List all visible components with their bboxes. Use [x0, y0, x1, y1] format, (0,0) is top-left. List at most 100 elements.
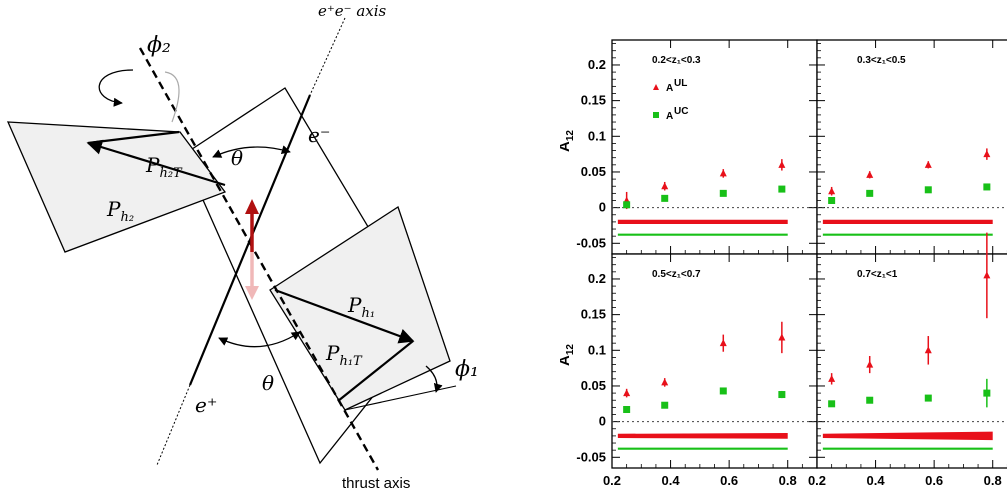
kinematics-diagram: e⁺e⁻ axis thrust axis e⁻ e⁺ ϕ₂ ϕ₁ θ θ Ph…	[6, 2, 479, 492]
data-point-uc	[866, 396, 874, 404]
e-plus-label: e⁺	[195, 393, 217, 417]
y-tick-label: 0	[599, 200, 606, 215]
panel-title: 0.5<z₁<0.7	[652, 269, 701, 280]
systematic-band-uc	[617, 447, 788, 450]
systematic-band-uc	[617, 233, 788, 236]
phi1-label: ϕ₁	[455, 357, 479, 382]
theta-arc-top	[212, 145, 291, 158]
y-tick-label: 0.15	[581, 307, 606, 322]
y-tick-label: 0.1	[588, 128, 606, 143]
legend-marker-uc	[653, 112, 659, 118]
data-point-uc	[623, 201, 631, 209]
panel-title: 0.2<z₁<0.3	[652, 55, 701, 66]
y-tick-label: 0.05	[581, 164, 606, 179]
phi2-arc-tail	[164, 71, 180, 123]
phi2-label: ϕ₂	[147, 33, 171, 58]
legend-label-ul: A	[666, 83, 673, 94]
systematic-band-uc	[822, 233, 993, 236]
data-point-ul	[661, 182, 669, 190]
panel-title: 0.3<z₁<0.5	[857, 55, 906, 66]
theta-bottom-label: θ	[262, 371, 274, 395]
data-point-ul	[924, 346, 932, 354]
data-point-uc	[661, 401, 669, 409]
legend-label-uc: A	[666, 111, 673, 122]
data-point-uc	[623, 406, 631, 414]
data-point-uc	[828, 400, 836, 408]
data-point-ul	[828, 187, 836, 195]
phi1-reference-line	[344, 385, 457, 411]
y-tick-label: 0.2	[588, 271, 606, 286]
x-axis-title: z2	[715, 491, 729, 495]
y-tick-label: -0.05	[576, 449, 606, 464]
data-point-uc	[778, 391, 786, 399]
beam-axis-lower-dotted	[156, 384, 191, 466]
data-point-uc	[983, 389, 991, 397]
legend-sup-uc: UC	[674, 106, 688, 117]
legend-marker-ul	[653, 84, 659, 90]
x-tick-label: 0.4	[662, 473, 681, 488]
x-axis-title: z2	[920, 491, 934, 495]
data-point-uc	[778, 185, 786, 193]
data-point-ul	[983, 150, 991, 158]
P_h2T-vector	[87, 130, 180, 145]
y-axis-title: A12	[560, 130, 576, 152]
spin-arrow-down-head	[245, 286, 259, 300]
data-point-ul	[719, 339, 727, 347]
x-tick-label: 0.6	[720, 473, 738, 488]
data-point-ul	[866, 360, 874, 368]
x-tick-label: 0.2	[603, 473, 621, 488]
data-point-uc	[983, 183, 991, 191]
P_h1T-label: Ph₁T	[325, 341, 363, 369]
P_h1-vector	[274, 288, 415, 344]
data-point-uc	[866, 189, 874, 197]
systematic-band-ul	[617, 219, 788, 225]
x-tick-label: 0.2	[808, 473, 826, 488]
legend-sup-ul: UL	[674, 78, 687, 89]
data-point-ul	[983, 271, 991, 279]
y-tick-label: 0	[599, 414, 606, 429]
systematic-band-ul	[822, 431, 993, 441]
data-point-ul	[623, 389, 631, 397]
x-tick-label: 0.4	[867, 473, 886, 488]
data-point-ul	[661, 378, 669, 386]
data-point-uc	[719, 387, 727, 395]
data-point-ul	[866, 170, 874, 178]
data-point-ul	[778, 333, 786, 341]
e-minus-label: e⁻	[308, 123, 330, 147]
P_h1T-vector	[337, 340, 414, 402]
y-tick-label: 0.15	[581, 93, 606, 108]
data-point-ul	[778, 160, 786, 168]
systematic-band-uc	[822, 447, 993, 450]
x-tick-label: 0.8	[779, 473, 797, 488]
x-tick-label: 0.8	[984, 473, 1002, 488]
panel-frame	[816, 39, 1007, 255]
data-point-ul	[924, 160, 932, 168]
P_h2T-label: Ph₂T	[145, 153, 183, 181]
data-point-ul	[828, 374, 836, 382]
theta-arc-bottom	[218, 331, 301, 348]
P_h2-vector	[86, 139, 226, 187]
asymmetry-chart: 0.2<z₁<0.3AULAUC-0.0500.050.10.150.2A120…	[560, 39, 1007, 495]
data-point-ul	[719, 169, 727, 177]
phi2-arc	[98, 69, 134, 107]
y-axis-title: A12	[560, 344, 576, 366]
P_h2-label: Ph₂	[106, 197, 134, 225]
y-tick-label: 0.05	[581, 378, 606, 393]
data-point-uc	[924, 186, 932, 194]
beam-axis-label: e⁺e⁻ axis	[318, 2, 387, 20]
data-point-uc	[924, 394, 932, 402]
y-tick-label: 0.1	[588, 342, 606, 357]
x-tick-label: 0.6	[925, 473, 943, 488]
beam-axis	[188, 94, 312, 386]
panel-frame	[611, 253, 818, 469]
beam-axis-upper-dotted	[309, 17, 346, 96]
data-point-uc	[719, 189, 727, 197]
thrust-axis-label: thrust axis	[342, 475, 410, 492]
spin-arrow-up-head	[245, 199, 259, 214]
data-point-uc	[661, 194, 669, 202]
systematic-band-ul	[617, 433, 788, 439]
hadron-plane-h2	[6, 121, 227, 253]
systematic-band-ul	[822, 219, 993, 225]
y-tick-label: -0.05	[576, 235, 606, 250]
